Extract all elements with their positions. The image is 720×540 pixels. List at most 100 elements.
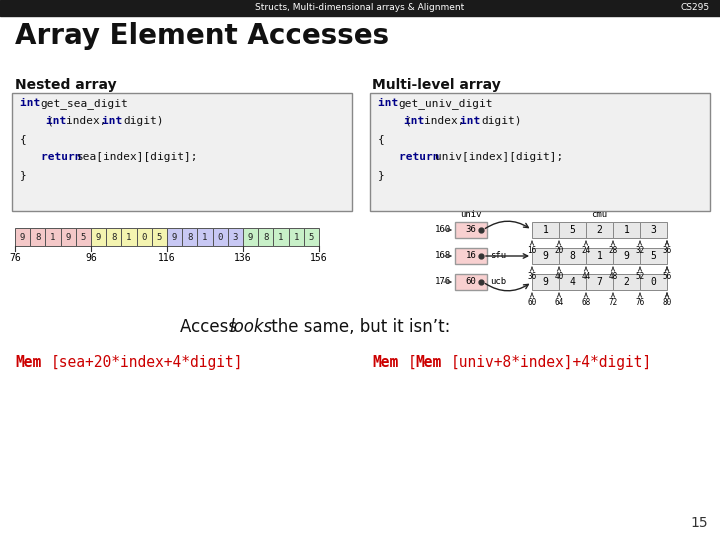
Text: 1: 1 [279,233,284,241]
Text: 9: 9 [543,251,549,261]
Text: 9: 9 [543,277,549,287]
Text: (: ( [378,116,412,126]
Text: 40: 40 [554,272,564,281]
Bar [274,228,289,246]
Text: [: [ [408,355,417,370]
Bar [76,228,91,246]
Text: 36: 36 [527,272,536,281]
Text: 16: 16 [466,252,477,260]
Text: 24: 24 [581,246,590,255]
Text: 1: 1 [624,225,629,235]
Text: 20: 20 [554,246,564,255]
Bar [640,274,667,290]
Bar [197,228,212,246]
Text: 60: 60 [527,298,536,307]
Text: 5: 5 [81,233,86,241]
Text: }: } [378,170,384,180]
Text: 8: 8 [35,233,40,241]
Bar [586,248,613,264]
Text: 44: 44 [581,272,590,281]
Text: int: int [46,116,73,126]
Text: 3: 3 [651,225,657,235]
Text: 1: 1 [294,233,299,241]
Text: 3: 3 [233,233,238,241]
Bar [559,274,586,290]
Text: CS295: CS295 [681,3,710,12]
Bar [613,248,640,264]
Text: the same, but it isn’t:: the same, but it isn’t: [266,318,451,336]
Text: 7: 7 [597,277,603,287]
Bar [613,274,640,290]
Text: 48: 48 [608,272,618,281]
Text: Array Element Accesses: Array Element Accesses [15,22,389,50]
Bar [212,228,228,246]
Bar [228,228,243,246]
Text: 2: 2 [624,277,629,287]
Bar [137,228,152,246]
Text: get_sea_digit: get_sea_digit [40,98,128,109]
Text: digit): digit) [481,116,521,126]
Text: {: { [378,134,384,144]
Text: 9: 9 [248,233,253,241]
Text: 116: 116 [158,253,176,263]
Bar [586,274,613,290]
Text: int: int [404,116,431,126]
Text: 0: 0 [217,233,223,241]
Bar [91,228,107,246]
Bar [613,222,640,238]
Text: 80: 80 [662,298,672,307]
Bar [559,248,586,264]
Text: sfu: sfu [490,252,506,260]
Text: 68: 68 [581,298,590,307]
Text: 36: 36 [466,226,477,234]
Text: [sea+20*index+4*digit]: [sea+20*index+4*digit] [51,355,243,370]
Bar [45,228,60,246]
Text: int: int [460,116,487,126]
Bar [60,228,76,246]
Text: 15: 15 [690,516,708,530]
Text: univ: univ [460,210,482,219]
Text: univ[index][digit];: univ[index][digit]; [435,152,563,162]
Text: 28: 28 [608,246,618,255]
Bar [258,228,274,246]
Text: 8: 8 [570,251,575,261]
Text: 96: 96 [85,253,97,263]
Text: index,: index, [424,116,472,126]
Text: 76: 76 [9,253,21,263]
Text: }: } [20,170,27,180]
Text: 5: 5 [651,251,657,261]
Text: get_univ_digit: get_univ_digit [399,98,493,109]
Text: Nested array: Nested array [15,78,117,92]
Text: (: ( [20,116,54,126]
Text: return: return [399,152,446,162]
Text: Mem: Mem [415,355,441,370]
Text: int: int [20,98,47,108]
Bar [167,228,182,246]
Text: 9: 9 [96,233,102,241]
Bar [532,248,559,264]
Text: 1: 1 [597,251,603,261]
Text: 8: 8 [263,233,269,241]
Bar [640,222,667,238]
Bar [182,228,197,246]
Bar [152,228,167,246]
Text: 168: 168 [435,252,451,260]
Text: [univ+8*index]+4*digit]: [univ+8*index]+4*digit] [451,355,652,370]
Text: 5: 5 [570,225,575,235]
Bar [0,0,720,16]
Bar [107,228,122,246]
Text: int: int [378,98,405,108]
Text: 0: 0 [651,277,657,287]
Text: 176: 176 [435,278,451,287]
Bar [243,228,258,246]
Text: Structs, Multi-dimensional arrays & Alignment: Structs, Multi-dimensional arrays & Alig… [256,3,464,12]
Text: 5: 5 [157,233,162,241]
Text: digit): digit) [123,116,163,126]
Bar [455,274,487,290]
Bar [289,228,304,246]
Text: 160: 160 [435,226,451,234]
Text: 52: 52 [635,272,644,281]
Text: Access: Access [180,318,243,336]
Bar [532,274,559,290]
Text: cmu: cmu [591,210,608,219]
